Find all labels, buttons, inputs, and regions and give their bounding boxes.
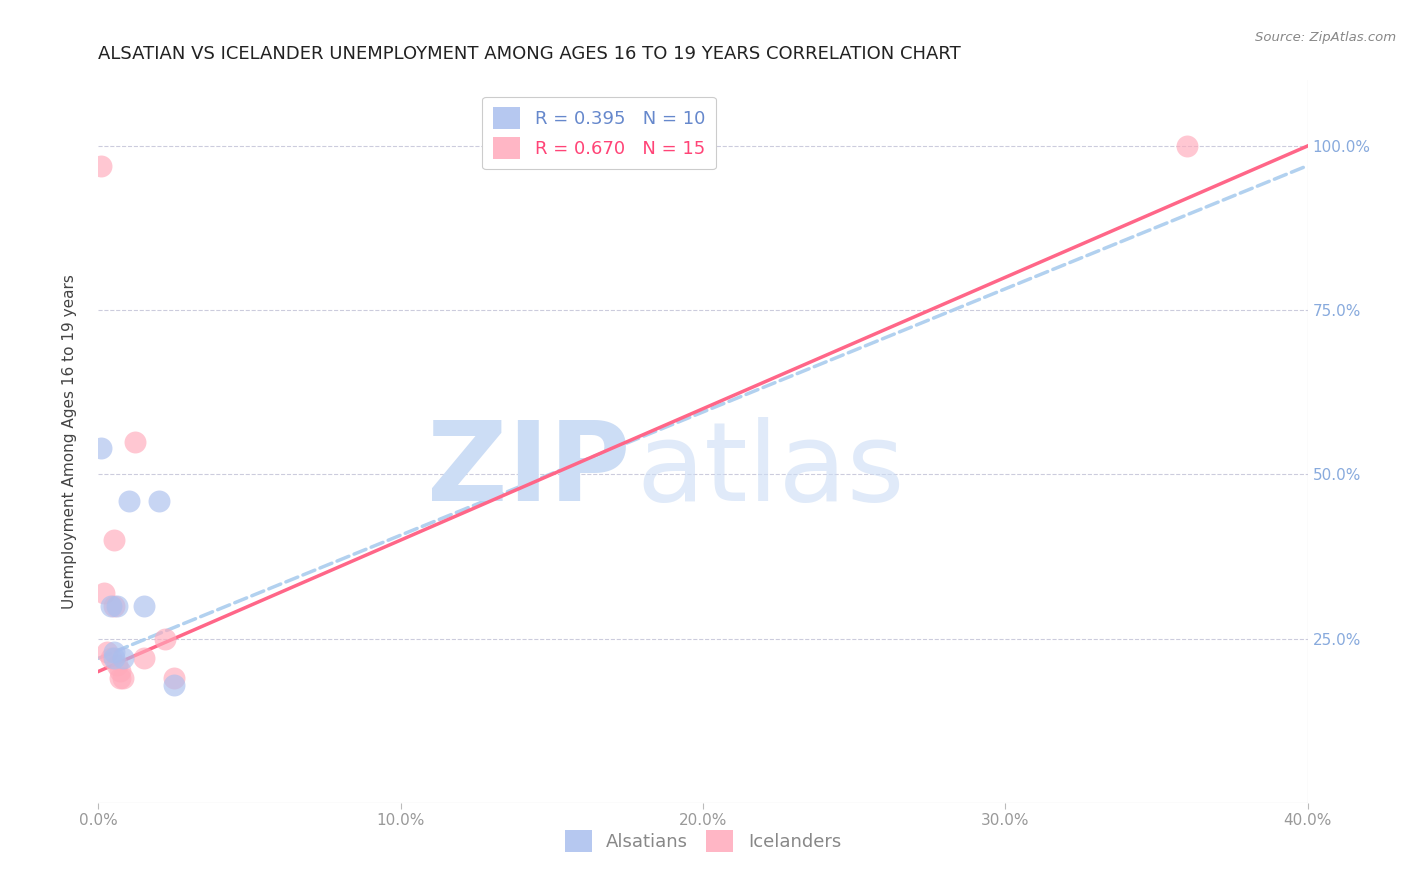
Point (111, 671, 134, 685)
Legend: Alsatians, Icelanders: Alsatians, Icelanders (558, 822, 848, 859)
Point (103, 533, 125, 547)
Point (118, 493, 141, 508)
Point (90, 159, 112, 173)
Y-axis label: Unemployment Among Ages 16 to 19 years: Unemployment Among Ages 16 to 19 years (62, 274, 77, 609)
Point (111, 651, 134, 665)
Point (100, 599, 122, 613)
Point (96, 645, 118, 659)
Point (100, 651, 122, 665)
Point (132, 651, 155, 665)
Point (163, 677, 186, 691)
Text: atlas: atlas (637, 417, 905, 524)
Point (103, 645, 125, 659)
Point (108, 665, 131, 679)
Text: ALSATIAN VS ICELANDER UNEMPLOYMENT AMONG AGES 16 TO 19 YEARS CORRELATION CHART: ALSATIAN VS ICELANDER UNEMPLOYMENT AMONG… (98, 45, 962, 63)
Point (153, 632, 176, 646)
Point (1175, 139, 1198, 153)
Text: Source: ZipAtlas.com: Source: ZipAtlas.com (1256, 31, 1396, 45)
Text: ZIP: ZIP (427, 417, 630, 524)
Point (103, 599, 125, 613)
Point (108, 671, 131, 685)
Point (124, 434, 146, 449)
Point (163, 671, 186, 685)
Point (93, 585, 115, 599)
Point (103, 651, 125, 665)
Point (148, 493, 170, 508)
Point (105, 657, 128, 672)
Point (132, 599, 155, 613)
Point (105, 599, 128, 613)
Point (90, 441, 112, 455)
